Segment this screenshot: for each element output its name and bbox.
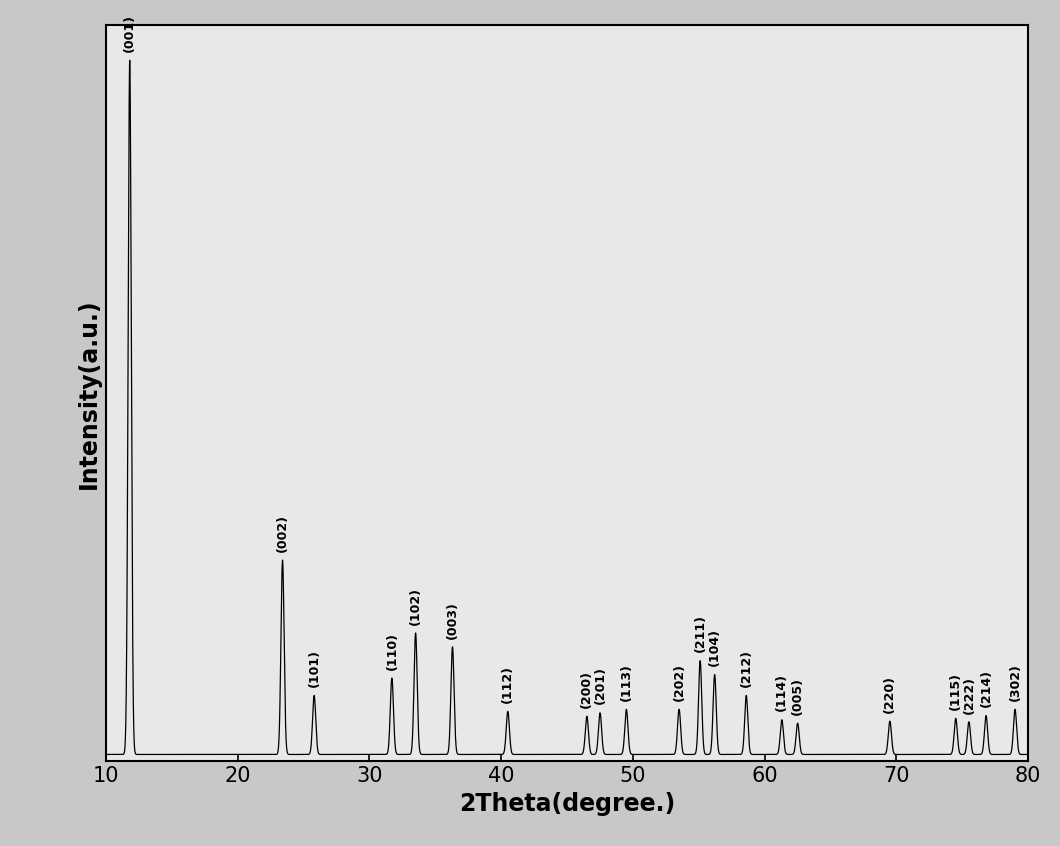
Text: (212): (212): [740, 649, 753, 687]
Text: (114): (114): [775, 673, 789, 711]
Text: (003): (003): [446, 601, 459, 639]
Text: (211): (211): [693, 614, 707, 652]
Text: (302): (302): [1008, 663, 1022, 701]
Text: (104): (104): [708, 629, 721, 667]
Y-axis label: Intensity(a.u.): Intensity(a.u.): [76, 298, 101, 489]
Text: (214): (214): [979, 669, 992, 707]
Text: (115): (115): [950, 672, 962, 710]
Text: (001): (001): [123, 14, 137, 52]
Text: (112): (112): [501, 665, 514, 703]
Text: (102): (102): [409, 586, 422, 624]
Text: (201): (201): [594, 667, 606, 705]
Text: (110): (110): [386, 632, 399, 670]
Text: (113): (113): [620, 663, 633, 701]
Text: (002): (002): [276, 514, 289, 552]
Text: (222): (222): [962, 675, 975, 713]
Text: (005): (005): [791, 677, 805, 715]
Text: (202): (202): [673, 663, 686, 701]
X-axis label: 2Theta(degree.): 2Theta(degree.): [459, 792, 675, 816]
Text: (101): (101): [307, 649, 321, 687]
Text: (220): (220): [883, 675, 897, 713]
Text: (200): (200): [581, 670, 594, 708]
